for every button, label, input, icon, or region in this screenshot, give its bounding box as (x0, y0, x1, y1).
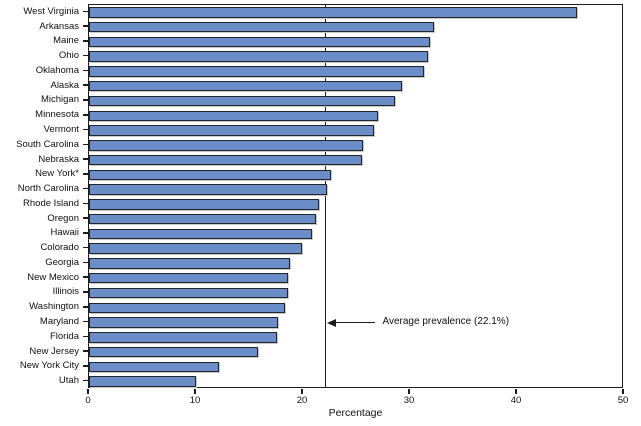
bar-west-virginia (89, 7, 578, 18)
category-tick (83, 99, 88, 101)
category-tick (83, 187, 88, 190)
x-tick-label-0: 0 (85, 395, 91, 406)
bar-michigan (89, 95, 395, 107)
bar-colorado (89, 243, 303, 254)
category-label-alaska: Alaska (50, 79, 79, 91)
category-tick (83, 69, 88, 72)
category-tick (83, 158, 88, 160)
category-label-west-virginia: West Virginia (23, 5, 79, 17)
x-tick-label-10: 10 (189, 395, 201, 406)
x-tick-30 (408, 389, 410, 394)
category-label-colorado: Colorado (40, 242, 79, 254)
bar-georgia (89, 258, 291, 269)
bar-new-jersey (89, 346, 259, 358)
average-annotation-label: Average prevalence (22.1%) (382, 316, 510, 328)
bar-alaska (89, 80, 403, 92)
bar-florida (89, 332, 277, 343)
bar-oklahoma (89, 66, 424, 77)
category-tick (83, 305, 88, 308)
category-tick (83, 335, 88, 338)
category-label-arkansas: Arkansas (39, 20, 79, 32)
average-reference-line (324, 5, 327, 387)
category-tick (83, 173, 88, 175)
bar-new-york (89, 169, 331, 181)
bar-maine (89, 36, 431, 48)
category-label-illinois: Illinois (52, 286, 79, 298)
category-tick (83, 261, 88, 264)
arrow-left-icon (327, 318, 337, 327)
category-label-vermont: Vermont (43, 124, 79, 136)
category-label-oklahoma: Oklahoma (35, 64, 79, 76)
x-tick-0 (87, 389, 89, 394)
category-tick (83, 291, 88, 293)
bar-illinois (89, 287, 289, 299)
bar-washington (89, 302, 286, 314)
category-label-new-mexico: New Mexico (27, 271, 79, 283)
bar-maryland (89, 317, 278, 328)
category-tick (83, 54, 88, 57)
category-label-new-york-city: New York City (19, 360, 79, 372)
category-tick (83, 232, 88, 234)
plot-area: Average prevalence (22.1%) (88, 4, 623, 388)
x-tick-label-50: 50 (617, 395, 629, 406)
x-tick-50 (622, 389, 624, 394)
category-label-minnesota: Minnesota (35, 109, 79, 121)
x-tick-label-20: 20 (296, 395, 308, 406)
category-tick (83, 143, 88, 146)
bar-vermont (89, 125, 374, 136)
category-tick (83, 84, 88, 87)
x-tick-40 (515, 389, 517, 394)
category-tick (83, 379, 88, 382)
category-label-south-carolina: South Carolina (16, 138, 79, 150)
category-label-new-jersey: New Jersey (29, 345, 79, 357)
bar-south-carolina (89, 140, 363, 151)
category-label-new-york: New York* (35, 168, 79, 180)
category-label-michigan: Michigan (40, 94, 79, 106)
category-tick (83, 246, 88, 249)
bar-new-mexico (89, 272, 289, 284)
category-label-florida: Florida (49, 330, 79, 342)
category-label-georgia: Georgia (45, 256, 79, 268)
bar-rhode-island (89, 199, 320, 210)
category-label-nebraska: Nebraska (38, 153, 79, 165)
category-tick (83, 128, 88, 131)
category-tick (83, 40, 88, 42)
bar-new-york-city (89, 361, 220, 373)
category-label-ohio: Ohio (58, 50, 79, 62)
x-axis-title: Percentage (328, 407, 383, 419)
category-label-maryland: Maryland (39, 316, 79, 328)
bar-ohio (89, 51, 428, 62)
category-tick (83, 276, 88, 279)
bar-oregon (89, 213, 317, 225)
category-tick (83, 25, 88, 27)
category-label-rhode-island: Rhode Island (23, 197, 79, 209)
arrow-shaft (335, 321, 376, 324)
x-tick-10 (194, 389, 196, 394)
bar-minnesota (89, 110, 378, 122)
category-tick (83, 350, 88, 352)
bar-nebraska (89, 154, 362, 166)
category-axis-labels: West Virginia Arkansas Maine Ohio Oklahoma Al… (0, 4, 79, 388)
bar-north-carolina (89, 184, 327, 195)
bar-arkansas (89, 21, 435, 33)
category-label-washington: Washington (29, 301, 79, 313)
category-label-maine: Maine (53, 35, 79, 47)
category-tick (83, 10, 88, 13)
category-label-north-carolina: North Carolina (17, 183, 79, 195)
category-label-hawaii: Hawaii (50, 227, 79, 239)
bar-utah (89, 376, 196, 387)
category-label-oregon: Oregon (47, 212, 79, 224)
x-tick-label-30: 30 (403, 395, 415, 406)
category-label-utah: Utah (58, 375, 79, 387)
category-tick (83, 202, 88, 205)
category-tick (83, 113, 88, 116)
x-tick-20 (301, 389, 303, 394)
category-tick (83, 320, 88, 323)
category-tick (83, 365, 88, 367)
bar-hawaii (89, 228, 312, 240)
category-tick (83, 217, 88, 219)
x-tick-label-40: 40 (510, 395, 522, 406)
